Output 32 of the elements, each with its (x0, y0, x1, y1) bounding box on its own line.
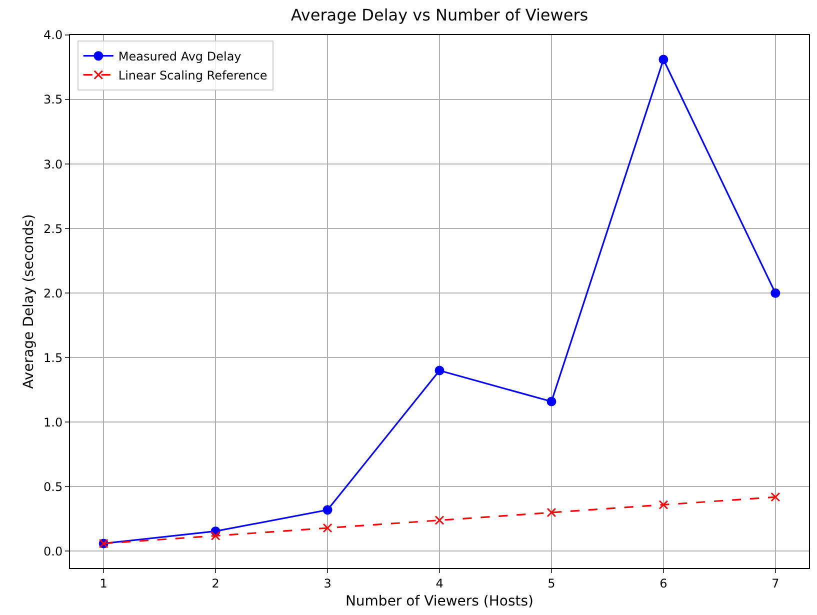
point (770, 492, 780, 502)
chart-title: Average Delay vs Number of Viewers (290, 5, 588, 24)
x-tick-label: 5 (548, 576, 556, 590)
y-tick-label: 1.5 (44, 350, 63, 365)
y-tick-label: 1.0 (44, 415, 63, 430)
y-tick-label: 4.0 (44, 28, 63, 42)
x-tick-label: 3 (324, 576, 332, 590)
point (434, 516, 444, 525)
legend-label: Linear Scaling Reference (118, 68, 268, 83)
point (322, 505, 332, 515)
x-tick-label: 6 (660, 576, 668, 590)
point (546, 396, 556, 406)
legend-label: Measured Avg Delay (118, 50, 242, 64)
y-tick-label: 3.5 (44, 92, 63, 107)
y-tick-label: 2.5 (44, 222, 63, 236)
point (658, 54, 668, 64)
point (434, 366, 444, 376)
x-axis-title: Number of Viewers (Hosts) (345, 594, 534, 610)
x-tick-label: 1 (100, 576, 108, 590)
y-axis-title: Average Delay (seconds) (21, 214, 38, 389)
point (210, 530, 220, 540)
y-tick-label: 0.5 (44, 480, 63, 494)
x-tick-label: 2 (212, 576, 220, 590)
x-tick-label: 4 (436, 576, 444, 590)
y-tick-label: 3.0 (44, 157, 63, 172)
point (658, 500, 668, 510)
point (322, 523, 332, 533)
y-tick-label: 2.0 (44, 286, 63, 300)
x-tick-label: 7 (772, 576, 780, 590)
point (546, 508, 556, 518)
point (770, 288, 780, 298)
y-tick-label: 0.0 (44, 544, 63, 558)
